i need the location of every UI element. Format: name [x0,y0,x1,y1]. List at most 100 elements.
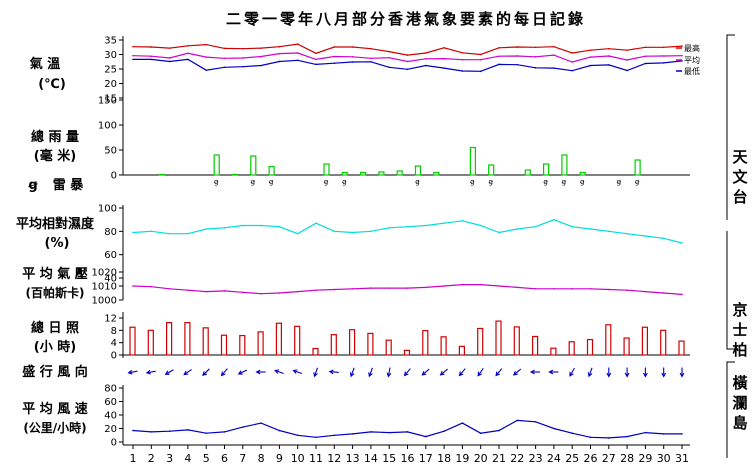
wind-speed-series-point [242,426,244,428]
temperature-tick-label: 35 [104,36,117,47]
humidity-series-point [425,224,427,227]
temperature-series-min-point [443,67,445,69]
wind-arrow-head [164,370,170,375]
humidity-series-point [608,230,610,233]
station-brackets [726,34,735,458]
wind-arrow [238,369,248,375]
humidity-tick-label: 100 [98,204,117,215]
temperature-series-mean-point [479,58,482,61]
humidity-series-point [461,220,464,222]
wind-arrow-head [587,372,593,378]
thunder-mark: ꞡ [580,178,585,186]
wind-arrow [293,369,303,375]
wind-arrow-head [548,369,554,375]
temperature-series-min-point [242,65,244,68]
temperature-series-min-point [187,58,189,61]
svg-text:天: 天 [732,148,748,166]
wind-speed-series-point [443,430,445,433]
rainfall-tick-label: 150 [98,96,117,107]
wind-speed-series-point [644,431,647,434]
sunshine-bar [166,322,173,356]
wind-speed-series-point [132,429,134,432]
temperature-series-min-point [461,70,464,72]
temperature-series-mean-point [132,54,134,57]
rainfall-bar [360,171,367,176]
sunshine-bar [349,329,356,356]
rainfall-bar [433,171,440,176]
thunder-mark: ꞡ [415,178,420,186]
wind-speed-series-point [333,434,336,437]
plot-area: 3530252015150100500100806040102010101000… [92,36,690,465]
station-hko: 天 文 台 [732,148,748,206]
wind-speed-series-point [479,432,482,435]
rainfall-bar [414,165,422,176]
temperature-series-min-point [479,70,482,73]
sunshine-bar [202,327,209,356]
x-tick-label: 8 [258,452,265,465]
temperature-series-max-point [315,52,317,55]
x-tick-label: 13 [346,452,360,465]
wind-arrow-head [642,372,648,378]
temperature-series-min-point [516,63,519,66]
temperature-series-max-point [425,52,427,54]
sunshine-bar [641,326,649,356]
humidity-series-point [388,227,391,229]
wind-speed-series-point [498,429,500,432]
wind-arrow-head [529,369,535,375]
x-tick-label: 21 [492,452,506,465]
sunshine-bar [550,347,557,356]
wind-speed-series-point [315,436,317,439]
pressure-series-point [205,290,207,293]
wind-arrow-head [292,369,298,374]
pressure-series-point [534,288,537,290]
wind-arrow-head [421,370,427,376]
pressure-series-point [443,285,445,287]
wind-speed-series-point [681,433,683,435]
temperature-series-min-point [644,62,647,65]
pressure-series-point [662,292,665,294]
temperature-series-min-point [553,67,555,69]
temperature-series-mean-point [626,59,628,61]
pressure-series-point [553,288,555,290]
thunder-mark: ꞡ [342,178,347,186]
pressure-series-point [608,288,610,291]
temperature-tick-label: 20 [104,79,117,90]
rainfall-bar [469,146,476,176]
temperature-series-max-point [333,46,336,48]
wind-arrow [569,367,575,377]
thunder-mark: ꞡ [251,178,256,186]
temperature-series-mean-point [351,56,354,58]
temperature-series-mean-point [168,57,171,59]
sunshine-bar [294,325,301,356]
temperature-series-max-point [571,52,573,54]
wind-arrow [477,367,484,377]
wind-speed-series-point [571,432,573,435]
temperature-series-mean-point [296,52,299,54]
rainfall-bar [378,171,385,176]
temperature-series-max-point [479,53,482,56]
wind-speed-series [132,419,682,439]
wind-speed-series-point [388,431,391,434]
humidity-tick-label: 40 [104,274,117,285]
temperature-series-max-point [644,46,647,49]
temperature-series-mean-point [681,54,683,57]
pressure-series-point [296,290,299,293]
wind-arrow [329,371,339,373]
humidity-series-point [223,227,226,229]
temperature-series-min-point [498,63,500,66]
pressure-series-point [278,292,281,294]
legend-max: 最高 [684,43,700,53]
x-tick-label: 25 [565,452,579,465]
humidity-series-point [351,231,354,234]
rainfall-bar [341,171,348,176]
pressure-series-point [150,285,153,288]
pressure-series-point [479,283,482,286]
x-tick-label: 7 [239,452,246,465]
sunshine-bar [513,326,520,356]
wind-speed-series-point [168,430,171,433]
sunshine-bar [440,336,447,356]
wind-arrow-head [237,370,243,375]
pressure-unit: (百帕斯卡) [26,285,85,300]
sunshine-bar [147,329,154,356]
wind-speed-tick-label: 60 [104,397,117,408]
